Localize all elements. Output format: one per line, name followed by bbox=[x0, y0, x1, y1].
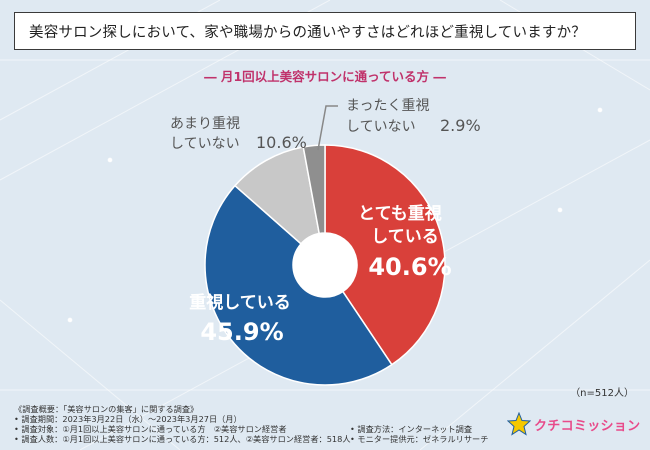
survey-method-block: • 調査方法：インターネット調査 • モニター提供元：ゼネラルリサーチ bbox=[350, 424, 488, 444]
slice-label-1-line2: している bbox=[371, 227, 439, 247]
slice-value-4: 2.9% bbox=[440, 116, 481, 135]
slice-label-2-line1: 重視している bbox=[189, 292, 291, 313]
survey-period: • 調査期間：2023年3月22日（水）～2023年3月27日（月） bbox=[14, 414, 242, 424]
survey-overview-title: 《調査概要：「美容サロンの集客」に関する調査》 bbox=[14, 404, 199, 414]
survey-overview: 《調査概要：「美容サロンの集客」に関する調査》 • 調査期間：2023年3月22… bbox=[14, 404, 494, 444]
target-segment-label: ― 月1回以上美容サロンに通っている方 ― bbox=[204, 69, 446, 84]
slice-label-4-line2: していない bbox=[346, 119, 416, 135]
slice-value-1: 40.6% bbox=[368, 253, 451, 281]
survey-count: • 調査人数：①月1回以上美容サロンに通っている方：512人、②美容サロン経営者… bbox=[14, 434, 351, 444]
slice-label-1-line1: とても重視 bbox=[358, 203, 442, 224]
monitor-provider: • モニター提供元：ゼネラルリサーチ bbox=[350, 434, 489, 444]
survey-method: • 調査方法：インターネット調査 bbox=[350, 424, 473, 434]
slice-label-3-line1: あまり重視 bbox=[170, 116, 240, 132]
slice-value-2: 45.9% bbox=[200, 318, 283, 346]
brand-logo: クチコミッション bbox=[507, 412, 640, 436]
sample-size-note: （n=512人） bbox=[570, 388, 634, 399]
slice-value-3: 10.6% bbox=[256, 133, 307, 152]
brand-logo-text: クチコミッション bbox=[534, 418, 641, 434]
star-icon bbox=[507, 412, 531, 436]
slice-label-3-line2: していない bbox=[170, 136, 240, 152]
question-title: 美容サロン探しにおいて、家や職場からの通いやすさはどれほど重視していますか？ bbox=[14, 12, 636, 50]
survey-target: • 調査対象：①月1回以上美容サロンに通っている方 ②美容サロン経営者 bbox=[14, 424, 287, 434]
donut-hole bbox=[293, 233, 357, 297]
leader-line-4 bbox=[317, 105, 338, 151]
slice-label-4-line1: まったく重視 bbox=[346, 98, 429, 114]
